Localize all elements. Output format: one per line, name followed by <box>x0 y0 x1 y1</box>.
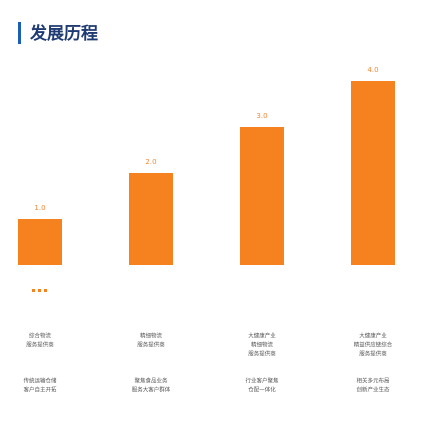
icon-part <box>265 285 271 296</box>
positioning-text: 服务提供商 <box>26 341 54 349</box>
business-text: 聚焦食品业务 <box>134 377 168 385</box>
icon-part <box>363 279 383 299</box>
business-text: 服务大客户群体 <box>132 386 171 394</box>
positioning-text: 大健康产业 <box>248 332 276 340</box>
positioning-text: 服务提供商 <box>137 341 165 349</box>
value-label: 4.0 <box>367 66 378 74</box>
bar <box>351 81 395 265</box>
icon-part <box>371 287 375 291</box>
positioning-text: 精细物流 <box>251 341 274 349</box>
business-text: 传统运输仓储 <box>23 377 57 385</box>
bar <box>240 127 284 265</box>
icon-part <box>368 284 378 294</box>
bar-icon <box>30 277 50 297</box>
icon-part <box>259 279 265 285</box>
icon-part <box>42 277 49 285</box>
positioning-text: 精细物流 <box>140 332 163 340</box>
icon-part <box>155 286 164 293</box>
business-text: 创新产业生态 <box>356 386 390 394</box>
icon-part <box>253 279 259 285</box>
positioning-text: 精益供应链综合 <box>354 341 393 349</box>
business-text: 客户自主开拓 <box>23 386 57 394</box>
business-text: 相关多元布局 <box>356 377 389 385</box>
icon-part <box>140 282 154 293</box>
value-label: 1.0 <box>34 204 45 212</box>
icon-part <box>265 279 271 285</box>
business-text: 行业客户聚焦 <box>245 377 279 385</box>
bar-icon <box>363 279 383 299</box>
value-label: 2.0 <box>145 158 156 166</box>
icon-part <box>44 289 47 292</box>
positioning-text: 服务提供商 <box>248 350 276 358</box>
value-label: 3.0 <box>256 112 267 120</box>
positioning-text: 综合物流 <box>29 332 52 340</box>
business-text: 仓配一体化 <box>248 386 276 394</box>
positioning-text: 服务提供商 <box>359 350 387 358</box>
icon-part <box>259 285 265 296</box>
icon-part <box>38 289 41 292</box>
bar <box>129 173 173 265</box>
positioning-text: 大健康产业 <box>359 332 387 340</box>
bar <box>18 219 62 265</box>
chart-title: 发展历程 <box>29 23 98 44</box>
title-accent <box>18 22 21 44</box>
icon-part <box>32 289 35 292</box>
bar-icon <box>140 282 164 298</box>
icon-part <box>156 292 162 298</box>
icon-part <box>253 285 259 296</box>
icon-part <box>142 292 148 298</box>
bar-icon <box>253 279 271 296</box>
